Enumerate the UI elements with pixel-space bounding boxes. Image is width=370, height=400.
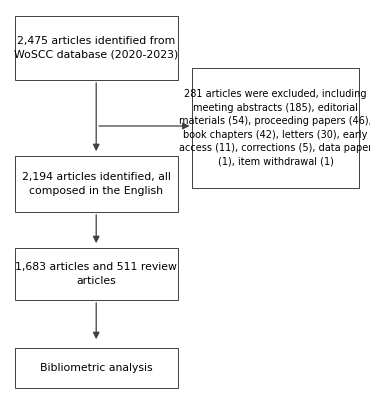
FancyBboxPatch shape: [192, 68, 359, 188]
Text: 2,194 articles identified, all
composed in the English: 2,194 articles identified, all composed …: [22, 172, 171, 196]
Text: 1,683 articles and 511 review
articles: 1,683 articles and 511 review articles: [15, 262, 177, 286]
FancyBboxPatch shape: [15, 248, 178, 300]
FancyBboxPatch shape: [15, 156, 178, 212]
Text: Bibliometric analysis: Bibliometric analysis: [40, 363, 152, 373]
Text: 2,475 articles identified from
WoSCC database (2020-2023): 2,475 articles identified from WoSCC dat…: [14, 36, 178, 60]
Text: 281 articles were excluded, including
meeting abstracts (185), editorial
materia: 281 articles were excluded, including me…: [179, 89, 370, 167]
FancyBboxPatch shape: [15, 348, 178, 388]
FancyBboxPatch shape: [15, 16, 178, 80]
